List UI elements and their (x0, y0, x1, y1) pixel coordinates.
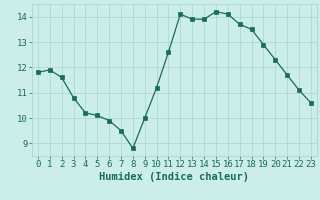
X-axis label: Humidex (Indice chaleur): Humidex (Indice chaleur) (100, 172, 249, 182)
